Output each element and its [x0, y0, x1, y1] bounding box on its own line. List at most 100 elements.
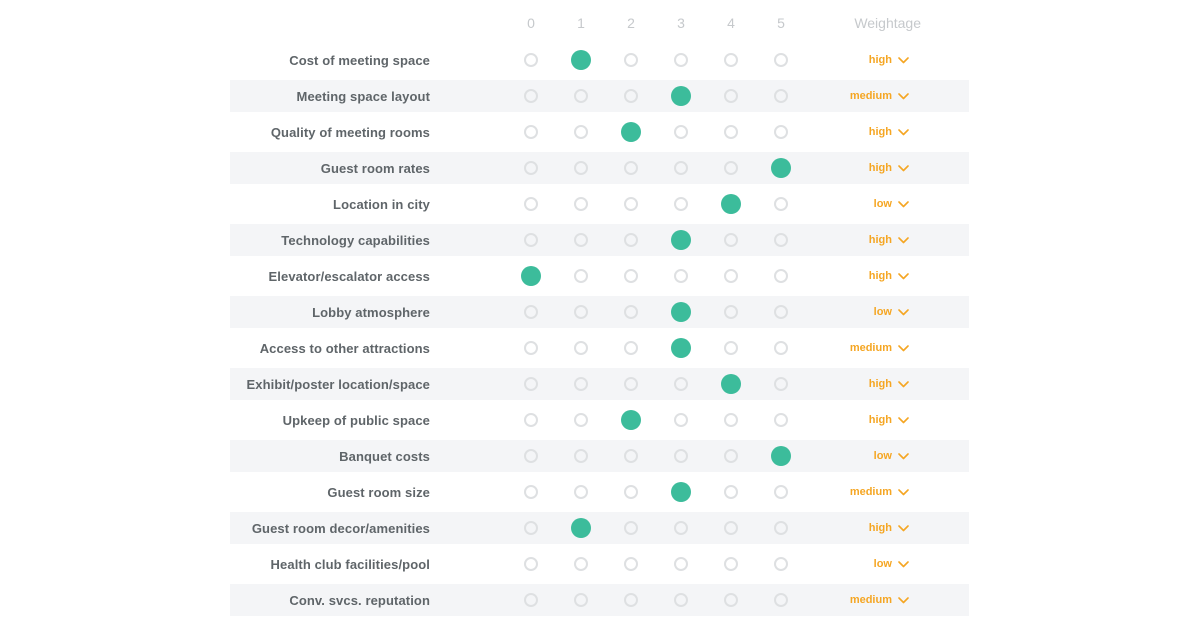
rating-radio-4[interactable]	[724, 449, 738, 463]
rating-radio-4[interactable]	[724, 485, 738, 499]
weightage-dropdown[interactable]: low	[874, 558, 909, 570]
rating-radio-2[interactable]	[624, 233, 638, 247]
rating-radio-4[interactable]	[724, 341, 738, 355]
rating-radio-3[interactable]	[674, 377, 688, 391]
rating-radio-4[interactable]	[724, 593, 738, 607]
rating-radio-2[interactable]	[624, 161, 638, 175]
rating-radio-5[interactable]	[774, 233, 788, 247]
rating-radio-4[interactable]	[724, 413, 738, 427]
weightage-dropdown[interactable]: high	[869, 270, 909, 282]
rating-radio-3[interactable]	[674, 125, 688, 139]
weightage-dropdown[interactable]: high	[869, 378, 909, 390]
rating-radio-4[interactable]	[724, 557, 738, 571]
rating-radio-1[interactable]	[574, 89, 588, 103]
rating-radio-2[interactable]	[624, 341, 638, 355]
rating-radio-2[interactable]	[624, 449, 638, 463]
rating-radio-1[interactable]	[574, 197, 588, 211]
rating-radio-0[interactable]	[524, 413, 538, 427]
rating-radio-0[interactable]	[524, 197, 538, 211]
weightage-dropdown[interactable]: low	[874, 450, 909, 462]
rating-radio-3[interactable]	[674, 161, 688, 175]
rating-radio-5[interactable]	[774, 89, 788, 103]
rating-radio-5[interactable]	[774, 377, 788, 391]
rating-radio-3[interactable]	[671, 302, 691, 322]
rating-radio-1[interactable]	[574, 377, 588, 391]
rating-radio-0[interactable]	[524, 125, 538, 139]
rating-radio-2[interactable]	[624, 53, 638, 67]
rating-radio-4[interactable]	[724, 161, 738, 175]
rating-radio-2[interactable]	[621, 410, 641, 430]
rating-radio-1[interactable]	[574, 125, 588, 139]
rating-radio-3[interactable]	[674, 593, 688, 607]
rating-radio-2[interactable]	[621, 122, 641, 142]
rating-radio-0[interactable]	[524, 305, 538, 319]
rating-radio-0[interactable]	[524, 521, 538, 535]
rating-radio-2[interactable]	[624, 197, 638, 211]
rating-radio-1[interactable]	[574, 557, 588, 571]
rating-radio-4[interactable]	[724, 125, 738, 139]
weightage-dropdown[interactable]: medium	[850, 90, 909, 102]
weightage-dropdown[interactable]: low	[874, 198, 909, 210]
rating-radio-5[interactable]	[774, 197, 788, 211]
rating-radio-0[interactable]	[524, 377, 538, 391]
rating-radio-3[interactable]	[674, 449, 688, 463]
rating-radio-0[interactable]	[524, 233, 538, 247]
rating-radio-3[interactable]	[671, 338, 691, 358]
rating-radio-4[interactable]	[724, 521, 738, 535]
rating-radio-0[interactable]	[524, 449, 538, 463]
weightage-dropdown[interactable]: medium	[850, 594, 909, 606]
rating-radio-0[interactable]	[524, 161, 538, 175]
rating-radio-5[interactable]	[774, 53, 788, 67]
rating-radio-0[interactable]	[524, 89, 538, 103]
rating-radio-5[interactable]	[774, 593, 788, 607]
rating-radio-1[interactable]	[574, 161, 588, 175]
rating-radio-5[interactable]	[774, 125, 788, 139]
rating-radio-5[interactable]	[774, 521, 788, 535]
rating-radio-5[interactable]	[774, 341, 788, 355]
rating-radio-1[interactable]	[574, 413, 588, 427]
rating-radio-5[interactable]	[774, 557, 788, 571]
weightage-dropdown[interactable]: high	[869, 54, 909, 66]
rating-radio-4[interactable]	[724, 89, 738, 103]
weightage-dropdown[interactable]: high	[869, 414, 909, 426]
rating-radio-0[interactable]	[524, 53, 538, 67]
rating-radio-0[interactable]	[524, 557, 538, 571]
rating-radio-1[interactable]	[574, 269, 588, 283]
weightage-dropdown[interactable]: high	[869, 162, 909, 174]
rating-radio-0[interactable]	[524, 485, 538, 499]
rating-radio-5[interactable]	[774, 485, 788, 499]
rating-radio-1[interactable]	[574, 593, 588, 607]
rating-radio-2[interactable]	[624, 305, 638, 319]
rating-radio-1[interactable]	[574, 305, 588, 319]
rating-radio-4[interactable]	[724, 305, 738, 319]
rating-radio-0[interactable]	[521, 266, 541, 286]
rating-radio-5[interactable]	[774, 305, 788, 319]
rating-radio-2[interactable]	[624, 377, 638, 391]
rating-radio-4[interactable]	[721, 194, 741, 214]
rating-radio-2[interactable]	[624, 269, 638, 283]
rating-radio-1[interactable]	[574, 485, 588, 499]
rating-radio-3[interactable]	[674, 53, 688, 67]
rating-radio-1[interactable]	[571, 518, 591, 538]
rating-radio-1[interactable]	[574, 233, 588, 247]
rating-radio-1[interactable]	[571, 50, 591, 70]
rating-radio-2[interactable]	[624, 485, 638, 499]
rating-radio-2[interactable]	[624, 521, 638, 535]
weightage-dropdown[interactable]: high	[869, 126, 909, 138]
weightage-dropdown[interactable]: high	[869, 234, 909, 246]
weightage-dropdown[interactable]: high	[869, 522, 909, 534]
rating-radio-0[interactable]	[524, 593, 538, 607]
rating-radio-5[interactable]	[771, 158, 791, 178]
weightage-dropdown[interactable]: low	[874, 306, 909, 318]
weightage-dropdown[interactable]: medium	[850, 342, 909, 354]
rating-radio-5[interactable]	[771, 446, 791, 466]
rating-radio-5[interactable]	[774, 413, 788, 427]
rating-radio-4[interactable]	[724, 269, 738, 283]
rating-radio-1[interactable]	[574, 341, 588, 355]
rating-radio-3[interactable]	[674, 521, 688, 535]
rating-radio-3[interactable]	[671, 482, 691, 502]
rating-radio-2[interactable]	[624, 557, 638, 571]
rating-radio-2[interactable]	[624, 593, 638, 607]
weightage-dropdown[interactable]: medium	[850, 486, 909, 498]
rating-radio-2[interactable]	[624, 89, 638, 103]
